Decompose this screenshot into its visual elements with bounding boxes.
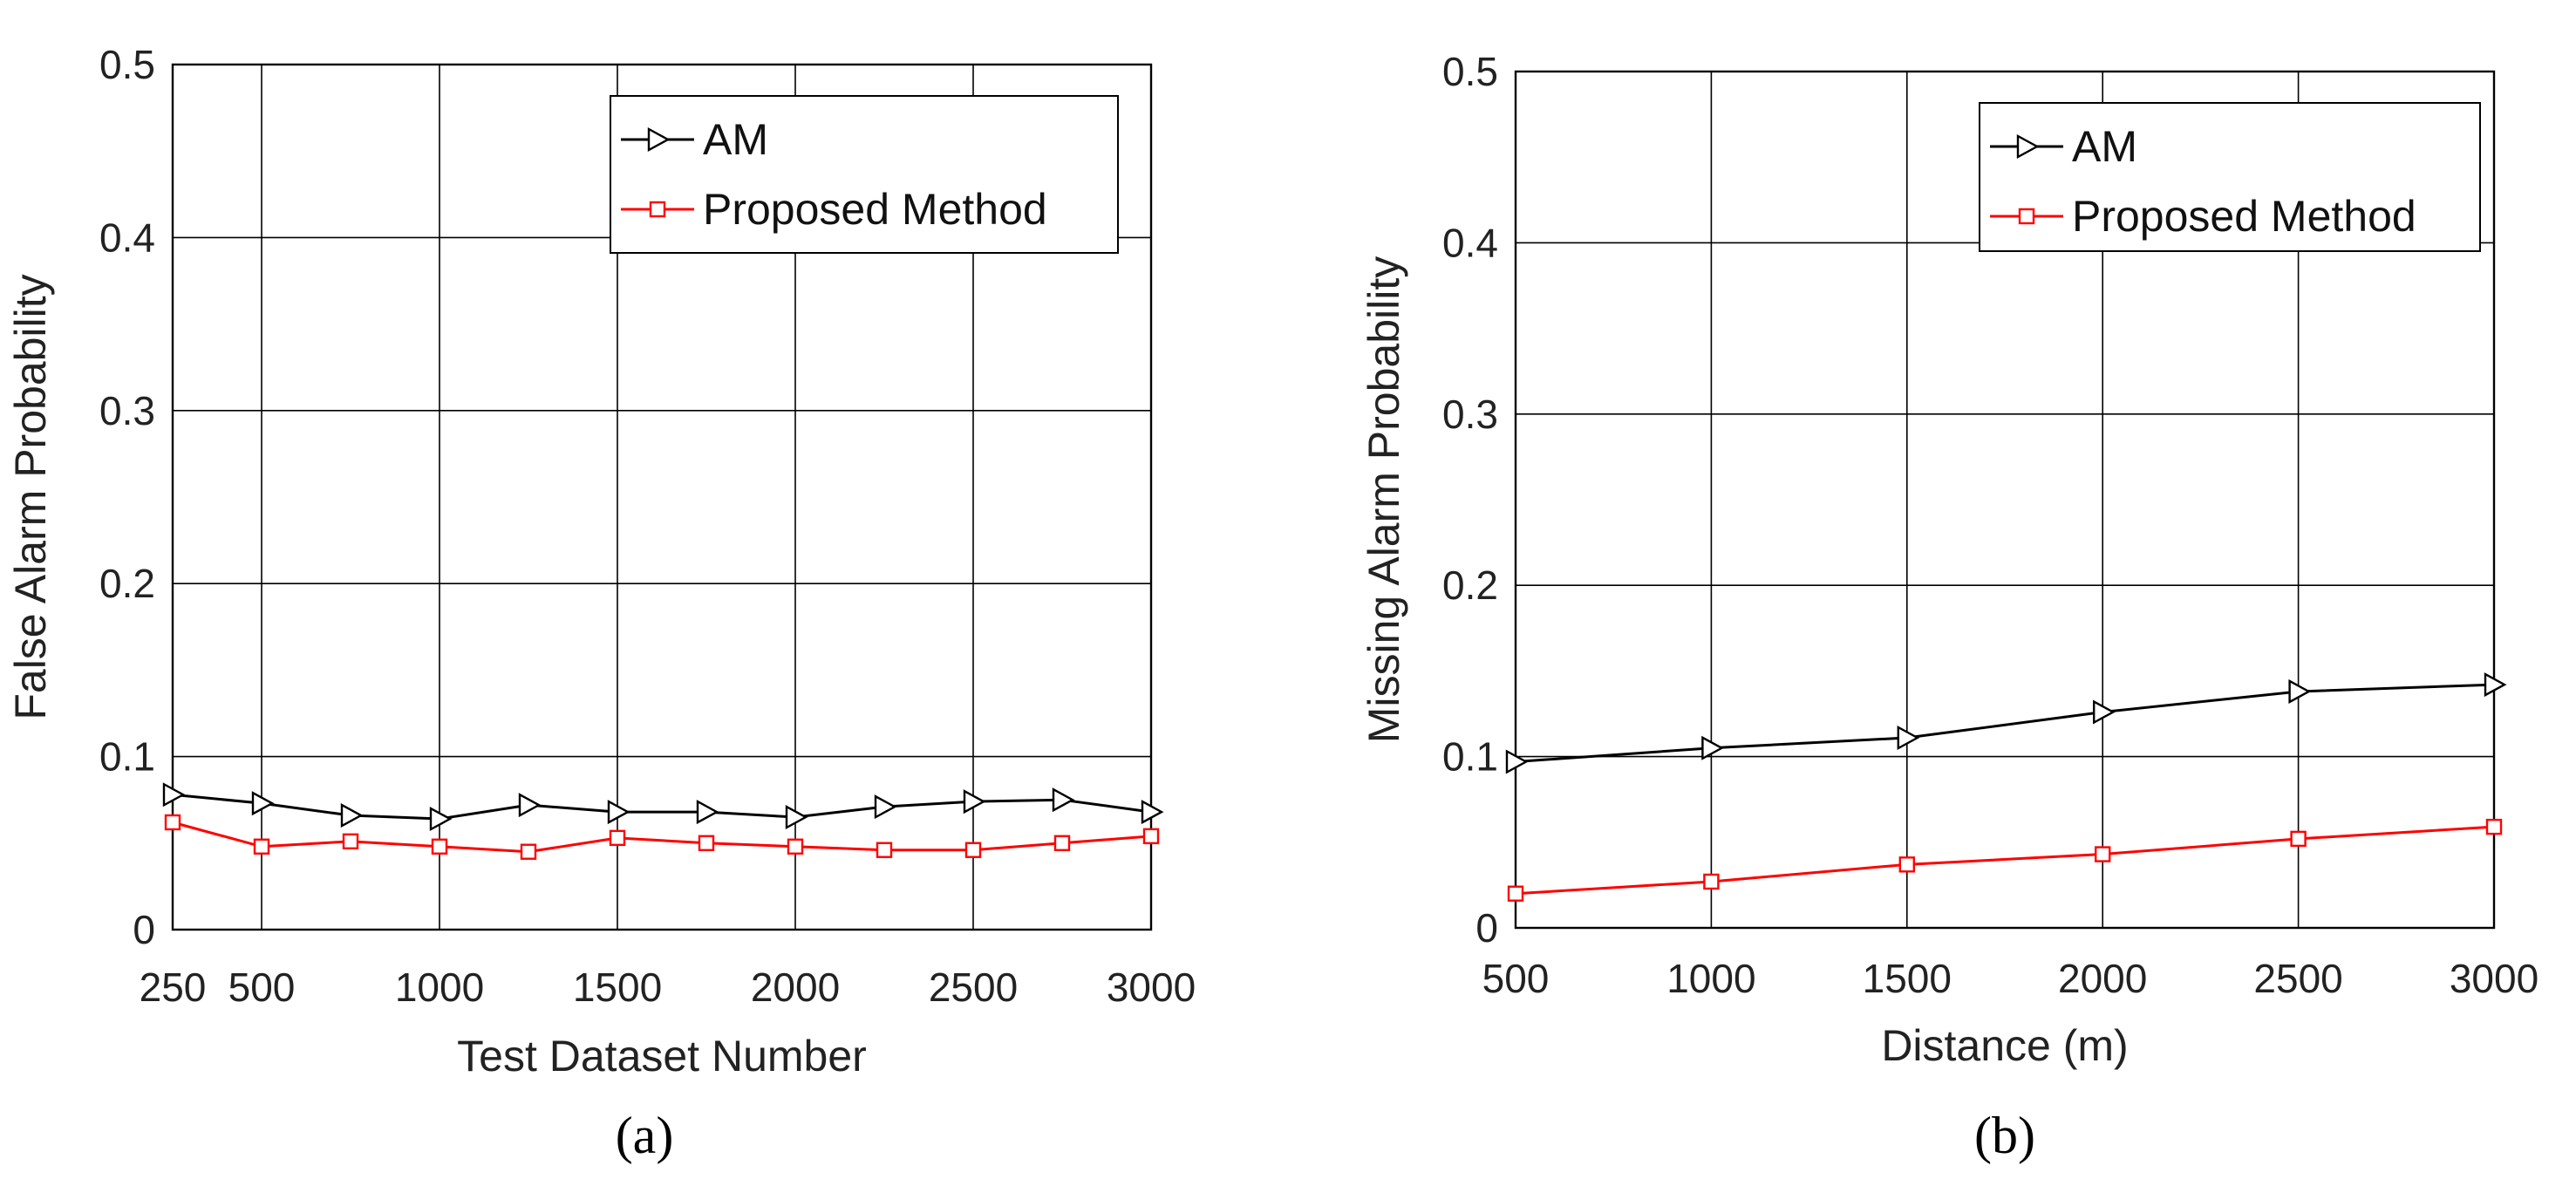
data-point	[696, 800, 719, 825]
data-point	[1505, 749, 1529, 774]
data-point	[520, 843, 537, 860]
legend-label: AM	[703, 115, 768, 164]
y-axis-label: Missing Alarm Probability	[1360, 256, 1408, 744]
data-point	[1897, 725, 1920, 751]
data-point	[164, 814, 181, 831]
series-line	[1515, 683, 2495, 763]
y-tick-label: 0.4	[99, 215, 155, 260]
data-point	[251, 791, 275, 816]
legend-marker	[647, 126, 671, 153]
x-tick-label: 1000	[395, 964, 484, 1010]
series-am	[162, 782, 1164, 832]
series-line	[172, 793, 1152, 821]
series-line	[1515, 825, 2495, 896]
data-point	[1052, 787, 1075, 813]
data-point	[429, 807, 453, 832]
data-point	[1898, 856, 1916, 873]
data-point	[518, 793, 542, 818]
data-point	[1142, 828, 1160, 845]
series-am	[1505, 672, 2507, 774]
x-tick-label: 500	[228, 964, 296, 1010]
legend: AM Proposed Method	[1979, 102, 2481, 252]
data-point	[253, 838, 270, 855]
x-tick-label: 2000	[2058, 956, 2147, 1001]
x-tick-label: 2000	[751, 964, 840, 1010]
legend-label: Proposed Method	[2072, 192, 2416, 241]
y-tick-label: 0.4	[1442, 220, 1498, 265]
y-tick-label: 0.5	[99, 42, 155, 87]
x-tick-label: 3000	[2450, 956, 2539, 1001]
y-tick-label: 0.3	[1442, 392, 1498, 437]
data-point	[1053, 835, 1071, 851]
x-tick-label: 2500	[929, 964, 1018, 1010]
data-point	[340, 803, 364, 828]
data-point	[607, 800, 630, 825]
data-point	[2290, 830, 2307, 848]
series-proposed-method	[1507, 818, 2503, 902]
panel-label: (a)	[616, 1107, 674, 1164]
data-point	[785, 805, 808, 830]
y-tick-label: 0.1	[1442, 734, 1498, 780]
data-point	[964, 842, 982, 858]
y-tick-label: 0.2	[1442, 562, 1498, 608]
chart-panel-a: 250 500 1000 1500 2000 2500 3000 0 0.1 0.2 0.3 0.4 0…	[6, 42, 1196, 1164]
data-point	[787, 838, 804, 855]
data-point	[1701, 735, 1724, 760]
plot-frame	[171, 63, 1153, 931]
legend-box	[1979, 102, 2481, 252]
data-point	[2094, 846, 2111, 862]
y-tick-label: 0	[1475, 905, 1498, 951]
x-axis-label: Test Dataset Number	[457, 1032, 867, 1080]
y-tick-label: 0.5	[1442, 49, 1498, 94]
data-point	[162, 782, 186, 808]
x-tick-label: 250	[140, 964, 207, 1010]
x-tick-label: 1000	[1666, 956, 1755, 1001]
data-point	[963, 789, 986, 815]
legend: AM Proposed Method	[610, 95, 1119, 254]
legend-label: AM	[2072, 122, 2137, 171]
data-point	[1703, 873, 1720, 890]
series-line	[172, 821, 1152, 854]
x-tick-label: 500	[1482, 956, 1550, 1001]
data-point	[2485, 818, 2503, 835]
data-point	[876, 842, 893, 858]
x-tick-label: 2500	[2253, 956, 2342, 1001]
legend-marker	[649, 201, 666, 218]
series-proposed-method	[164, 814, 1160, 860]
plot-frame	[1514, 70, 2496, 930]
legend-box	[610, 95, 1119, 254]
y-tick-label: 0.1	[99, 734, 155, 780]
x-axis-label: Distance (m)	[1881, 1021, 2128, 1070]
legend-label: Proposed Method	[703, 185, 1047, 234]
data-point	[698, 835, 715, 851]
data-point	[2288, 678, 2312, 704]
data-point	[1507, 885, 1524, 902]
data-point	[2484, 672, 2507, 698]
panel-label: (b)	[1974, 1107, 2035, 1164]
legend-marker	[2016, 133, 2040, 160]
data-point	[1141, 800, 1164, 825]
data-point	[2092, 699, 2116, 725]
data-point	[874, 794, 897, 820]
x-tick-label: 3000	[1107, 964, 1196, 1010]
data-point	[609, 829, 626, 847]
y-axis-label: False Alarm Probability	[6, 274, 55, 719]
x-tick-label: 1500	[1863, 956, 1952, 1001]
y-tick-label: 0	[133, 907, 155, 952]
legend-marker	[2018, 208, 2035, 225]
y-tick-label: 0.3	[99, 388, 155, 433]
y-tick-label: 0.2	[99, 561, 155, 606]
chart-panel-b: 500 1000 1500 2000 2500 3000 0 0.1 0.2 0.3 0.4 0.5 D…	[1360, 49, 2539, 1164]
x-tick-label: 1500	[573, 964, 662, 1010]
data-point	[431, 838, 448, 855]
data-point	[342, 833, 359, 850]
